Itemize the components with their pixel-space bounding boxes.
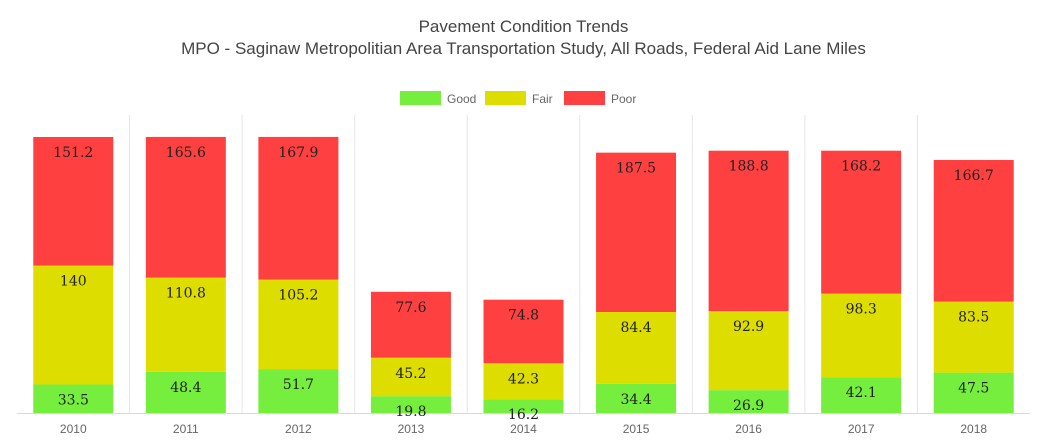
x-tick-label-2010: 2010 [60, 422, 87, 436]
data-label-poor-2014: 74.8 [508, 308, 539, 324]
bar-good-2018[interactable] [933, 372, 1014, 413]
data-label-poor-2011: 165.6 [166, 145, 206, 161]
data-label-good-2014: 16.2 [508, 407, 539, 423]
bar-fair-2017[interactable] [821, 293, 902, 378]
data-label-poor-2013: 77.6 [395, 300, 426, 316]
bar-good-2017[interactable] [821, 377, 902, 413]
bar-fair-2012[interactable] [258, 279, 339, 370]
bar-poor-2015[interactable] [596, 152, 677, 313]
data-label-poor-2017: 168.2 [841, 159, 881, 175]
data-label-good-2016: 26.9 [733, 398, 764, 414]
data-label-fair-2012: 105.2 [278, 288, 318, 304]
data-label-poor-2010: 151.2 [53, 145, 93, 161]
bar-fair-2013[interactable] [370, 357, 451, 397]
bar-poor-2017[interactable] [821, 150, 902, 294]
bar-poor-2010[interactable] [33, 137, 114, 266]
bar-fair-2011[interactable] [145, 277, 226, 372]
data-label-good-2010: 33.5 [58, 393, 89, 409]
data-label-good-2018: 47.5 [958, 381, 989, 397]
x-tick-label-2014: 2014 [510, 422, 537, 436]
x-tick-label-2015: 2015 [623, 422, 650, 436]
bar-good-2014[interactable] [483, 399, 564, 413]
data-label-fair-2014: 42.3 [508, 371, 539, 387]
bar-poor-2018[interactable] [933, 159, 1014, 302]
bar-fair-2015[interactable] [596, 312, 677, 384]
legend-label-fair: Fair [532, 92, 553, 106]
data-label-good-2017: 42.1 [846, 385, 877, 401]
data-label-fair-2010: 140 [60, 274, 87, 290]
bar-fair-2018[interactable] [933, 301, 1014, 373]
x-tick-label-2013: 2013 [398, 422, 425, 436]
bar-good-2011[interactable] [145, 371, 226, 413]
bar-good-2013[interactable] [370, 396, 451, 413]
bar-good-2015[interactable] [596, 383, 677, 413]
legend-swatch-poor [564, 91, 605, 105]
data-label-fair-2016: 92.9 [733, 319, 764, 335]
bar-poor-2013[interactable] [370, 291, 451, 358]
bar-poor-2012[interactable] [258, 136, 339, 280]
x-tick-label-2011: 2011 [173, 422, 199, 436]
bar-poor-2011[interactable] [145, 136, 226, 278]
data-label-fair-2015: 84.4 [620, 320, 651, 336]
legend-swatch-fair [485, 91, 526, 105]
bar-poor-2016[interactable] [708, 150, 789, 312]
bar-poor-2014[interactable] [483, 299, 564, 364]
x-tick-label-2012: 2012 [285, 422, 312, 436]
data-label-good-2011: 48.4 [170, 380, 201, 396]
data-label-good-2015: 34.4 [620, 392, 651, 408]
data-label-poor-2012: 167.9 [278, 145, 318, 161]
data-label-fair-2013: 45.2 [395, 366, 426, 382]
data-label-fair-2018: 83.5 [958, 310, 989, 326]
legend-label-good: Good [447, 92, 476, 106]
data-label-good-2012: 51.7 [283, 377, 314, 393]
data-label-fair-2017: 98.3 [846, 302, 877, 318]
x-tick-label-2017: 2017 [848, 422, 875, 436]
data-label-poor-2015: 187.5 [616, 161, 656, 177]
bar-good-2012[interactable] [258, 369, 339, 413]
bar-fair-2016[interactable] [708, 311, 789, 391]
data-label-good-2013: 19.8 [395, 404, 426, 420]
data-label-fair-2011: 110.8 [166, 286, 206, 302]
bar-fair-2014[interactable] [483, 363, 564, 400]
data-label-poor-2018: 166.7 [954, 168, 994, 184]
bar-fair-2010[interactable] [33, 265, 114, 385]
x-tick-label-2016: 2016 [735, 422, 762, 436]
x-tick-label-2018: 2018 [960, 422, 987, 436]
legend-swatch-good [400, 91, 441, 105]
legend-label-poor: Poor [611, 92, 636, 106]
bar-good-2016[interactable] [708, 390, 789, 413]
chart-subtitle: MPO - Saginaw Metropolitian Area Transpo… [181, 39, 866, 58]
data-label-poor-2016: 188.8 [729, 159, 769, 175]
bar-good-2010[interactable] [33, 384, 114, 413]
chart-title: Pavement Condition Trends [418, 17, 629, 36]
